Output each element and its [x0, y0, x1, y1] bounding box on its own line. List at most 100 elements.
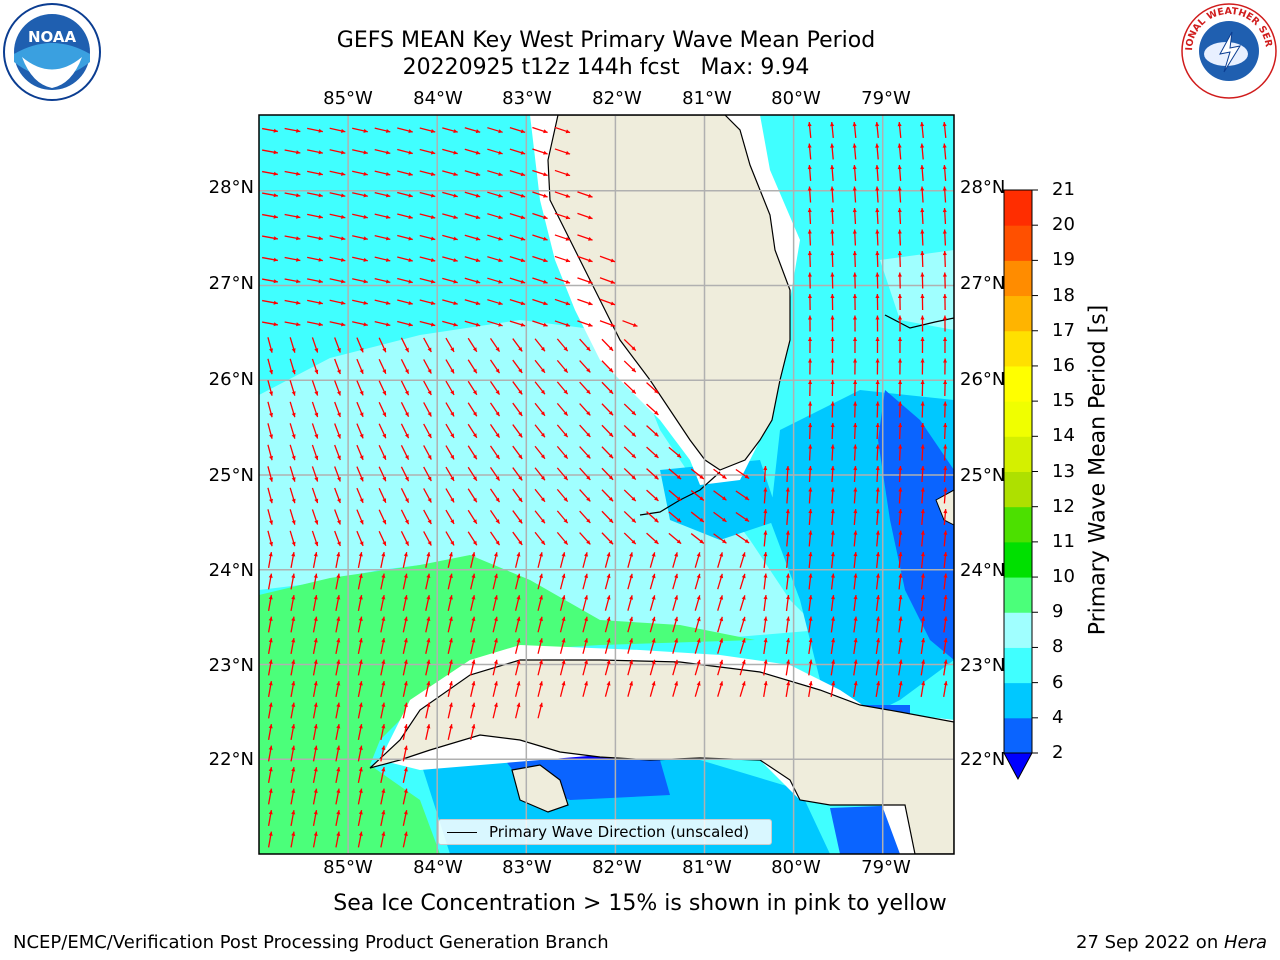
wave-arrow [830, 379, 835, 397]
wave-arrow [830, 444, 835, 461]
wave-arrow [627, 638, 634, 654]
wave-arrow [329, 170, 346, 176]
wave-arrow [352, 235, 368, 241]
wave-arrow [668, 489, 682, 502]
wave-arrow [512, 445, 523, 460]
wave-arrow [668, 468, 682, 480]
wave-arrow [556, 510, 569, 524]
wave-arrow [445, 488, 455, 503]
wave-arrow [763, 551, 768, 569]
wave-arrow [267, 401, 274, 418]
wave-arrow [763, 594, 768, 612]
wave-arrow [419, 277, 436, 284]
wave-arrow [380, 659, 386, 676]
wave-arrow [442, 234, 458, 241]
wave-arrow [604, 638, 611, 654]
wave-arrow [307, 299, 323, 305]
colorbar-label: Primary Wave Mean Period [s] [1085, 304, 1111, 636]
wave-arrow [419, 256, 436, 262]
lat-tick-left-27: 27°N [208, 273, 254, 294]
wave-arrow [604, 659, 611, 676]
wave-arrow [425, 552, 431, 568]
wave-arrow [284, 192, 301, 198]
wave-arrow [467, 445, 478, 460]
wave-direction-arrows [262, 121, 948, 848]
wave-arrow [898, 422, 903, 440]
wave-arrow [311, 401, 319, 418]
wave-arrow [694, 659, 701, 676]
wave-arrow [537, 659, 543, 676]
wave-arrow [335, 788, 341, 805]
wave-arrow [627, 552, 634, 568]
wave-arrow [875, 121, 880, 139]
wave-arrow [492, 702, 498, 719]
wave-arrow [470, 552, 476, 568]
credit-line: NCEP/EMC/Verification Post Processing Pr… [13, 932, 609, 953]
wave-arrow [875, 465, 880, 483]
wave-arrow [290, 831, 296, 848]
wave-arrow [419, 148, 436, 155]
wave-arrow [267, 337, 274, 353]
wave-arrow [267, 681, 273, 697]
wave-arrow [853, 401, 858, 418]
wave-arrow [920, 444, 925, 461]
wave-arrow [623, 403, 637, 416]
wave-arrow [853, 487, 858, 504]
wave-arrow [649, 659, 656, 676]
wave-arrow [875, 315, 880, 332]
wave-arrow [356, 380, 364, 396]
wave-arrow [489, 467, 501, 481]
wave-arrow [356, 423, 364, 439]
wave-arrow [267, 358, 274, 375]
wave-arrow [374, 127, 391, 133]
wave-arrow [785, 681, 791, 697]
lat-tick-right-25: 25°N [960, 465, 1006, 486]
wave-arrow [312, 702, 318, 719]
wave-arrow [622, 320, 638, 327]
wave-arrow [514, 659, 521, 676]
wave-arrow [357, 810, 363, 826]
wave-arrow [897, 336, 903, 354]
wave-arrow [489, 402, 501, 417]
wave-arrow [807, 315, 813, 332]
wave-arrow [785, 465, 790, 483]
wave-arrow [425, 616, 431, 633]
wave-arrow [853, 594, 858, 612]
wave-arrow [470, 681, 476, 697]
colorbar-segment [1004, 647, 1032, 684]
colorbar-tick-label: 4 [1052, 706, 1064, 728]
wave-arrow [445, 402, 455, 417]
wave-arrow [579, 424, 591, 438]
wave-arrow [307, 170, 323, 176]
wave-arrow [487, 213, 503, 220]
wave-arrow [559, 616, 566, 633]
wave-arrow [425, 724, 431, 740]
wave-arrow [808, 530, 813, 547]
wave-arrow [470, 616, 476, 633]
wave-arrow [582, 616, 588, 633]
wave-arrow [311, 380, 319, 396]
map-field [259, 115, 954, 854]
wave-arrow [601, 489, 614, 502]
wave-arrow [534, 467, 546, 481]
wave-arrow [442, 191, 458, 198]
wave-arrow [284, 321, 301, 327]
wave-arrow [267, 659, 273, 676]
wave-arrow [267, 638, 273, 654]
wave-arrow [509, 191, 526, 198]
wave-arrow [374, 320, 391, 327]
wave-arrow [943, 616, 948, 633]
wave-arrow [425, 595, 431, 611]
wave-arrow [623, 489, 637, 502]
period-field-9-10 [259, 555, 755, 854]
wave-arrow [739, 659, 746, 676]
wave-arrow [875, 487, 880, 504]
lon-tick-bottom-80: 80°W [771, 857, 821, 878]
wave-arrow [267, 487, 274, 504]
wave-arrow [290, 702, 296, 719]
wave-arrow [311, 444, 319, 461]
colorbar-segment [1004, 225, 1032, 261]
wave-arrow [735, 511, 750, 523]
wave-arrow [537, 552, 543, 568]
wave-arrow [267, 702, 273, 719]
